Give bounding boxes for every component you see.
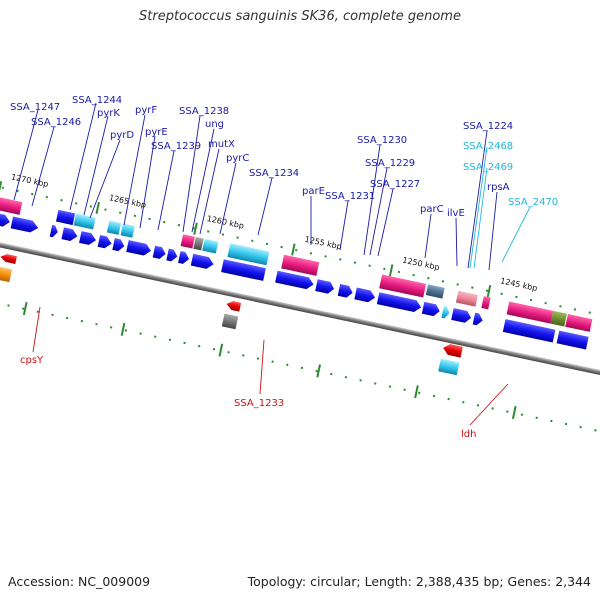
gene-label[interactable]: ilvE	[447, 208, 465, 219]
gene-block[interactable]	[73, 213, 96, 230]
forward-arrow-row	[0, 208, 589, 350]
tick-label: 1245 kbp	[499, 276, 538, 293]
gene-label[interactable]: mutX	[208, 139, 235, 150]
gene-label[interactable]: rpsA	[487, 182, 510, 193]
genome-backbone	[0, 212, 600, 405]
gene-block[interactable]	[481, 296, 491, 310]
gene-block[interactable]	[180, 234, 195, 249]
gene-arrow-reverse[interactable]	[0, 253, 17, 265]
gene-block[interactable]	[202, 238, 219, 254]
major-ticks	[0, 181, 517, 420]
gene-arrow[interactable]	[221, 259, 266, 281]
label-leaders	[13, 102, 531, 426]
map-title: Streptococcus sanguinis SK36, complete g…	[139, 9, 461, 24]
gene-label[interactable]: ldh	[461, 429, 476, 440]
gene-label[interactable]: SSA_1239	[151, 141, 201, 152]
genome-arc-view: 1270 kbp 1265 kbp 1260 kbp 1255 kbp 1250…	[0, 164, 600, 453]
gene-label[interactable]: SSA_1238	[179, 106, 229, 117]
gene-arrow[interactable]	[441, 306, 450, 319]
gene-block[interactable]	[565, 314, 593, 332]
gene-arrow[interactable]	[354, 287, 376, 304]
gene-label[interactable]: cpsY	[20, 355, 44, 366]
accession-text: Accession: NC_009009	[8, 574, 151, 589]
gene-arrow[interactable]	[0, 208, 11, 228]
inner-scale-line	[0, 276, 600, 453]
gene-arrow[interactable]	[190, 253, 215, 270]
gene-label[interactable]: SSA_1233	[234, 398, 284, 409]
gene-label[interactable]: SSA_1244	[72, 95, 122, 106]
gene-block[interactable]	[425, 284, 445, 299]
gene-block[interactable]	[193, 236, 204, 251]
gene-arrow[interactable]	[472, 312, 484, 327]
tick-label: 1250 kbp	[402, 256, 441, 273]
gene-label[interactable]: SSA_2470	[508, 197, 558, 208]
gene-arrow-reverse[interactable]	[226, 300, 242, 312]
gene-block[interactable]	[281, 254, 320, 276]
gene-arrow[interactable]	[178, 251, 190, 265]
gene-label[interactable]: SSA_2468	[463, 141, 513, 152]
gene-block[interactable]	[221, 313, 239, 330]
gene-arrow[interactable]	[166, 248, 178, 263]
gene-label[interactable]: SSA_1227	[370, 179, 420, 190]
gene-arrow[interactable]	[451, 308, 472, 324]
gene-block[interactable]	[227, 243, 270, 266]
gene-block[interactable]	[106, 220, 122, 235]
gene-arrow[interactable]	[61, 227, 78, 242]
gene-arrow[interactable]	[502, 319, 556, 343]
gene-label[interactable]: pyrD	[110, 130, 134, 141]
gene-label[interactable]: parC	[420, 204, 444, 215]
gene-arrow[interactable]	[152, 245, 167, 260]
gene-block[interactable]	[550, 310, 567, 327]
tick-label: 1270 kbp	[10, 172, 49, 189]
forward-feature-row	[0, 193, 593, 332]
gene-label[interactable]: SSA_1230	[357, 135, 407, 146]
gene-label[interactable]: SSA_1234	[249, 168, 299, 179]
gene-arrow[interactable]	[112, 238, 125, 252]
gene-arrow[interactable]	[421, 301, 441, 317]
gene-label[interactable]: SSA_1231	[325, 191, 375, 202]
gene-arrow[interactable]	[376, 292, 423, 313]
gene-arrow[interactable]	[556, 330, 589, 350]
gene-label[interactable]: SSA_2469	[463, 162, 513, 173]
gene-label[interactable]: SSA_1224	[463, 121, 513, 132]
gene-arrow[interactable]	[126, 240, 152, 257]
gene-label[interactable]: pyrF	[135, 105, 157, 116]
gene-label[interactable]: ung	[205, 119, 224, 130]
gene-arrow[interactable]	[49, 224, 59, 238]
tick-label: 1255 kbp	[304, 235, 343, 252]
gene-arrow[interactable]	[315, 279, 335, 294]
gene-block[interactable]	[379, 274, 427, 298]
gene-arrow[interactable]	[275, 270, 315, 291]
gene-arrow[interactable]	[97, 235, 113, 249]
gene-block[interactable]	[55, 209, 76, 226]
gene-label[interactable]: pyrE	[145, 127, 168, 138]
gene-arrow[interactable]	[79, 231, 97, 246]
gene-label[interactable]: SSA_1246	[31, 117, 81, 128]
gene-arrow[interactable]	[10, 216, 40, 234]
gene-block[interactable]	[438, 358, 460, 376]
genome-summary: Topology: circular; Length: 2,388,435 bp…	[247, 574, 591, 589]
tick-label: 1260 kbp	[206, 214, 245, 231]
gene-block[interactable]	[0, 193, 23, 215]
gene-label[interactable]: SSA_1247	[10, 102, 60, 113]
gene-label[interactable]: pyrK	[97, 108, 120, 119]
gene-block[interactable]	[506, 301, 554, 324]
outer-scale-line	[0, 164, 600, 342]
gene-block[interactable]	[0, 266, 13, 283]
gene-label[interactable]: parE	[302, 186, 325, 197]
gene-block[interactable]	[455, 290, 478, 307]
reverse-feature-row	[0, 253, 463, 376]
gene-arrow-reverse[interactable]	[442, 343, 463, 358]
gene-block[interactable]	[120, 223, 135, 238]
gene-label[interactable]: SSA_1229	[365, 158, 415, 169]
gene-label[interactable]: pyrC	[226, 153, 249, 164]
gene-labels: SSA_1247 SSA_1246 SSA_1244 pyrK pyrD pyr…	[10, 95, 558, 440]
gene-arrow[interactable]	[337, 284, 354, 299]
